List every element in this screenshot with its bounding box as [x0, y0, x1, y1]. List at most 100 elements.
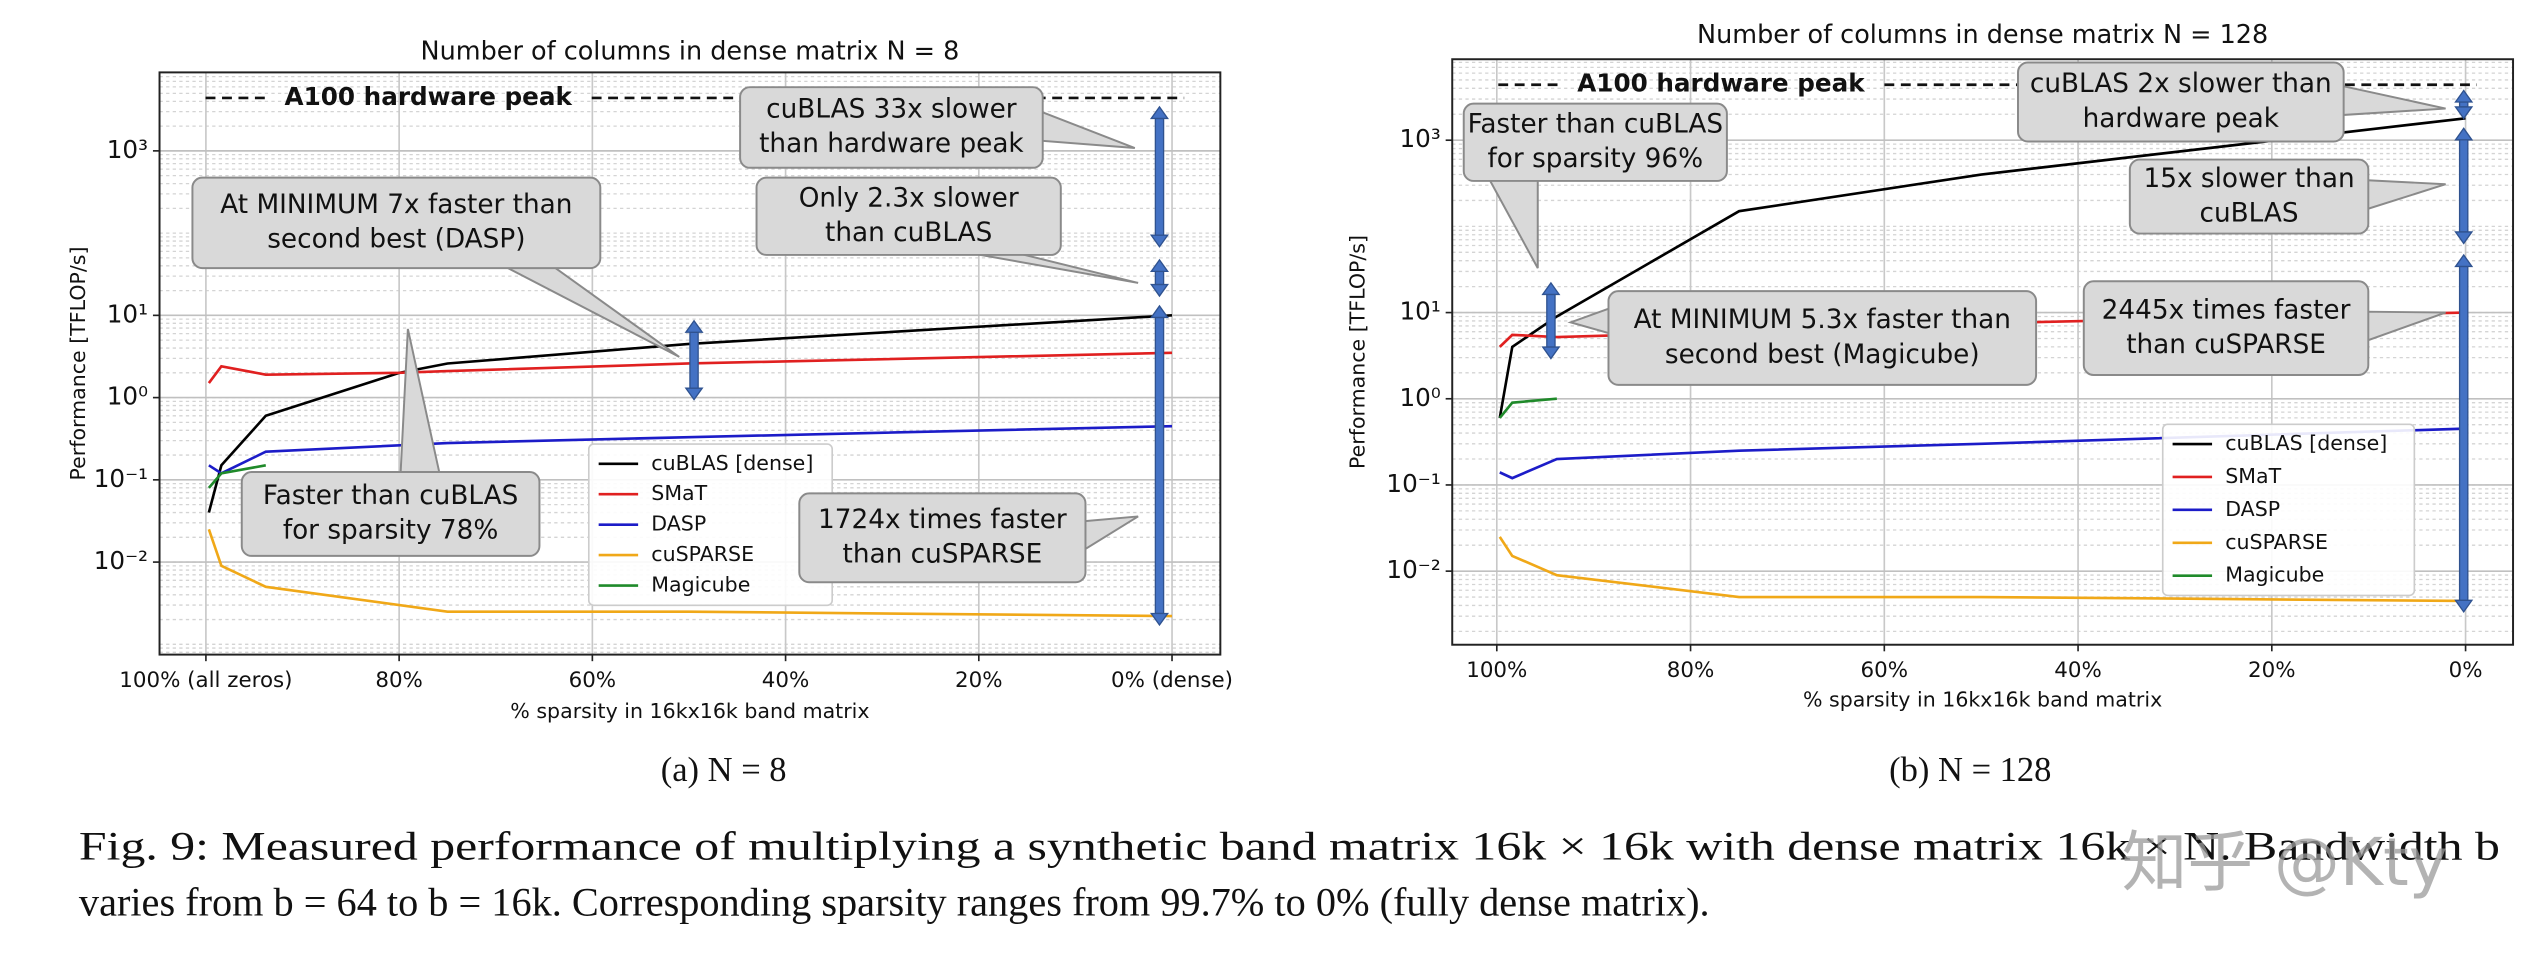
- callout-box: [2017, 61, 2345, 143]
- callout-text: 15x slower than: [2144, 164, 2355, 194]
- arrow-head: [2454, 253, 2474, 268]
- y-axis-label: Performance [TFLOP/s]: [66, 246, 90, 480]
- series-line: [207, 464, 267, 489]
- x-tick-label: 100% (all zeros): [119, 668, 292, 693]
- y-tick-label: 10⁻²: [94, 546, 148, 575]
- arrow-head: [1541, 346, 1561, 360]
- arrow-head: [2454, 231, 2474, 245]
- plot-frame: [1451, 58, 2515, 646]
- arrow-head: [684, 319, 704, 333]
- arrow-shaft: [1154, 117, 1165, 236]
- figure-caption: Fig. 9: Measured performance of multiply…: [79, 824, 2500, 869]
- callout-box: [1462, 102, 1728, 182]
- chart-title: Number of columns in dense matrix N = 12…: [1697, 20, 2268, 50]
- subcaption: (b) N = 128: [1889, 751, 2051, 789]
- legend-label: cuBLAS [dense]: [2225, 431, 2387, 455]
- x-tick-label: 40%: [2054, 658, 2102, 683]
- y-tick-label: 10⁻¹: [94, 464, 148, 493]
- chart: 100% (all zeros) 80% 60% 40% 20% 0% (dense) 10…: [66, 37, 1233, 789]
- callout-box: [191, 176, 602, 270]
- x-axis-label: % sparsity in 16kx16k band matrix: [510, 699, 869, 723]
- series-line: [207, 351, 1173, 384]
- y-tick-label: 10⁰: [107, 382, 148, 411]
- series-line: [207, 528, 1172, 618]
- callout-text: than cuSPARSE: [2126, 330, 2326, 360]
- arrow-head: [2454, 127, 2474, 141]
- arrow-head: [1149, 258, 1169, 273]
- callout-text: cuBLAS 33x slower: [766, 95, 1017, 125]
- callout-text: At MINIMUM 7x faster than: [220, 190, 572, 220]
- callout-text: than hardware peak: [759, 129, 1024, 159]
- legend-label: DASP: [651, 512, 706, 536]
- series-line: [1498, 397, 1557, 419]
- legend-label: DASP: [2225, 497, 2280, 521]
- legend-label: cuBLAS [dense]: [651, 451, 813, 475]
- callout-text: second best (Magicube): [1665, 340, 1980, 370]
- y-tick-label: 10⁰: [1399, 383, 1440, 412]
- legend-box: [2161, 423, 2416, 597]
- arrow-head: [1541, 281, 1561, 296]
- callout-text: hardware peak: [2083, 104, 2280, 134]
- series-line: [1499, 427, 2466, 480]
- callout-text: Only 2.3x slower: [799, 184, 1019, 214]
- callout-box: [739, 86, 1044, 169]
- legend-label: Magicube: [2225, 563, 2324, 587]
- callout-text: second best (DASP): [267, 225, 525, 255]
- callout-text: for sparsity 78%: [283, 516, 499, 546]
- arrow-shaft: [2458, 265, 2469, 601]
- series-line: [1498, 536, 2466, 603]
- y-tick-label: 10¹: [1399, 297, 1440, 326]
- arrow-head: [2454, 89, 2474, 103]
- callout-box: [2128, 158, 2370, 235]
- legend-label: cuSPARSE: [651, 542, 754, 566]
- x-tick-label: 60%: [1861, 658, 1909, 683]
- legend-label: SMaT: [651, 481, 707, 505]
- peak-label: A100 hardware peak: [285, 82, 573, 111]
- arrow-head: [1149, 283, 1169, 298]
- y-tick-label: 10¹: [107, 299, 148, 328]
- y-axis-label: Performance [TFLOP/s]: [1345, 235, 1369, 469]
- arrow-head: [2454, 106, 2474, 120]
- legend-label: cuSPARSE: [2225, 530, 2328, 554]
- watermark: 知乎 @Kty: [2122, 824, 2448, 901]
- arrow-shaft: [2458, 101, 2469, 108]
- callout-text: 1724x times faster: [818, 505, 1067, 535]
- arrow-head: [2454, 599, 2474, 613]
- callout-text: cuBLAS 2x slower than: [2030, 69, 2332, 99]
- x-tick-label: 60%: [569, 668, 617, 693]
- arrow-head: [1149, 234, 1169, 248]
- x-tick-label: 80%: [375, 668, 423, 693]
- arrow-head: [1149, 304, 1169, 319]
- arrow-head: [1149, 105, 1169, 120]
- series-line: [1498, 116, 2466, 419]
- figure-caption: varies from b = 64 to b = 16k. Correspon…: [79, 879, 1710, 924]
- y-tick-label: 10³: [1399, 124, 1440, 153]
- x-tick-label: 100%: [1466, 658, 1527, 683]
- series-line: [208, 424, 1173, 475]
- arrow-head: [1149, 612, 1169, 627]
- y-tick-label: 10⁻¹: [1386, 469, 1440, 498]
- y-tick-label: 10³: [107, 135, 148, 164]
- x-tick-label: 40%: [762, 668, 810, 693]
- callout-text: than cuBLAS: [825, 218, 992, 248]
- callout-box: [2082, 280, 2370, 376]
- callout-text: for sparsity 96%: [1488, 144, 1704, 174]
- callout-text: cuBLAS: [2200, 198, 2299, 228]
- callout-text: Faster than cuBLAS: [263, 481, 518, 511]
- arrow-shaft: [2458, 139, 2469, 233]
- peak-label: A100 hardware peak: [1577, 69, 1865, 98]
- x-tick-label: 0% (dense): [1111, 668, 1233, 693]
- x-tick-label: 0%: [2449, 658, 2483, 683]
- arrow-shaft: [1546, 293, 1556, 348]
- plot-frame: [158, 71, 1222, 656]
- chart: 100% 80% 60% 40% 20% 0% 10⁻² 10⁻¹ 10⁰ 10¹ 10³ Numbe…: [1345, 20, 2515, 789]
- y-tick-label: 10⁻²: [1386, 555, 1440, 584]
- callout-box: [755, 176, 1062, 256]
- arrow-shaft: [1154, 270, 1165, 286]
- chart-title: Number of columns in dense matrix N = 8: [421, 37, 960, 67]
- x-tick-label: 20%: [955, 668, 1003, 693]
- legend-label: Magicube: [651, 573, 750, 597]
- x-axis-label: % sparsity in 16kx16k band matrix: [1803, 688, 2162, 712]
